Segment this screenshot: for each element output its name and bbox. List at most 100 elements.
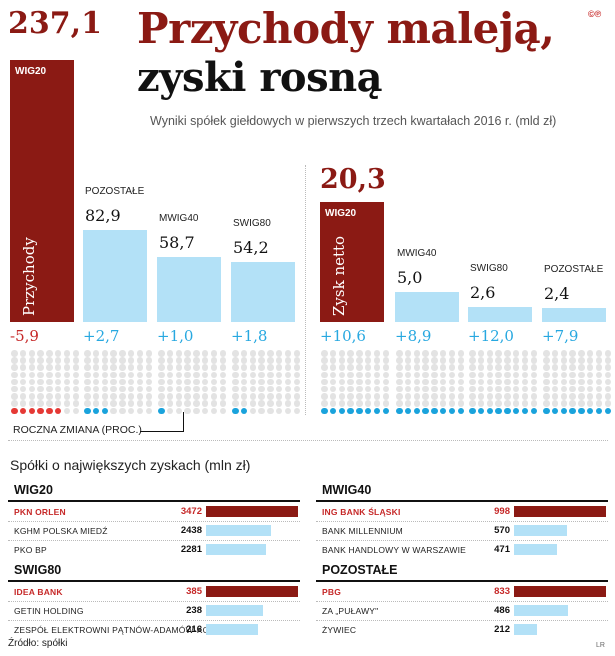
change-dot <box>210 385 218 393</box>
change-dot <box>232 357 239 364</box>
change-dot <box>569 364 576 371</box>
change-dot <box>175 407 183 414</box>
change-dot <box>448 364 456 371</box>
change-dot <box>193 393 200 400</box>
change-dot <box>569 357 576 364</box>
chart1-bar-swig80 <box>468 306 532 322</box>
change-dot <box>512 357 520 364</box>
company-value: 833 <box>494 586 510 597</box>
change-dot <box>193 364 200 371</box>
change-dot <box>175 371 183 379</box>
change-dot <box>275 371 283 379</box>
change-dot <box>267 357 274 364</box>
change-dot <box>431 371 438 379</box>
change-dot <box>364 364 372 371</box>
company-bar <box>206 624 258 635</box>
change-dot <box>210 371 218 379</box>
change-dot <box>356 393 363 400</box>
chart1-value-label-3: 2,4 <box>544 283 570 303</box>
change-dot <box>84 357 91 364</box>
change-dot <box>512 371 520 379</box>
change-dot <box>457 371 465 379</box>
change-dot <box>240 357 248 364</box>
change-dot <box>521 400 529 407</box>
change-dot <box>396 357 403 364</box>
change-dot <box>586 350 594 357</box>
change-dot <box>347 400 354 407</box>
company-name: ING BANK ŚLĄSKI <box>322 507 401 517</box>
change-dot <box>356 364 363 371</box>
change-dot <box>101 393 109 400</box>
change-dot <box>158 407 165 414</box>
change-dot <box>232 385 239 393</box>
company-name: KGHM POLSKA MIEDŹ <box>14 526 108 536</box>
group-title-3: POZOSTAŁE <box>322 563 398 577</box>
company-value: 471 <box>494 544 510 555</box>
change-dot <box>356 400 363 407</box>
change-dot <box>373 350 381 357</box>
change-dot <box>19 393 27 400</box>
change-dot <box>586 371 594 379</box>
change-dot <box>404 407 412 414</box>
change-dot <box>210 357 218 364</box>
row-separator <box>316 620 608 621</box>
change-dot <box>219 371 227 379</box>
change-dot <box>267 400 274 407</box>
change-dot <box>413 364 421 371</box>
change-dot <box>19 357 27 364</box>
change-dot <box>63 378 71 386</box>
group-title-0: WIG20 <box>14 483 53 497</box>
change-dot <box>158 378 165 386</box>
change-dot <box>136 357 144 364</box>
change-dot <box>457 407 465 414</box>
change-dot <box>293 393 301 400</box>
page-title-line1: Przychody maleją, <box>137 4 555 53</box>
chart1-value-label-2: 2,6 <box>470 282 496 302</box>
change-dot <box>439 407 447 414</box>
change-dot <box>457 400 465 407</box>
change-dot <box>28 364 36 371</box>
change-dot <box>338 400 346 407</box>
change-dot <box>175 364 183 371</box>
change-dot <box>347 407 354 414</box>
change-dot <box>37 357 44 364</box>
change-dot <box>72 385 80 393</box>
change-dot <box>382 350 390 357</box>
change-dot <box>284 407 292 414</box>
chart0-bar-mwig40 <box>157 257 221 322</box>
change-dot <box>530 407 538 414</box>
chart1-title: Zysk netto <box>330 235 348 316</box>
change-dot <box>249 364 257 371</box>
change-dot <box>356 371 363 379</box>
change-dot <box>193 385 200 393</box>
change-dot <box>219 350 227 357</box>
change-dot <box>551 385 559 393</box>
change-legend-label: ROCZNA ZMIANA (PROC.) <box>13 424 142 436</box>
change-dot <box>469 407 476 414</box>
change-dot <box>495 385 502 393</box>
change-dot <box>448 407 456 414</box>
change-dot <box>63 364 71 371</box>
change-dot <box>284 357 292 364</box>
chart0-change-dots-1 <box>84 350 153 415</box>
change-dot <box>495 371 502 379</box>
change-dot <box>560 378 568 386</box>
change-dot <box>457 385 465 393</box>
change-dot <box>158 393 165 400</box>
company-bar <box>206 544 267 555</box>
change-dot <box>373 400 381 407</box>
change-dot <box>347 371 354 379</box>
change-dot <box>604 400 612 407</box>
change-dot <box>136 393 144 400</box>
change-dot <box>63 350 71 357</box>
change-dot <box>184 407 191 414</box>
chart1-change-label-2: +12,0 <box>468 327 514 345</box>
change-dot <box>46 400 53 407</box>
change-dot <box>422 364 429 371</box>
change-dot <box>37 407 44 414</box>
change-dot <box>422 371 429 379</box>
change-dot <box>477 378 485 386</box>
change-dot <box>258 400 265 407</box>
change-dot <box>28 378 36 386</box>
change-dot <box>201 357 209 364</box>
